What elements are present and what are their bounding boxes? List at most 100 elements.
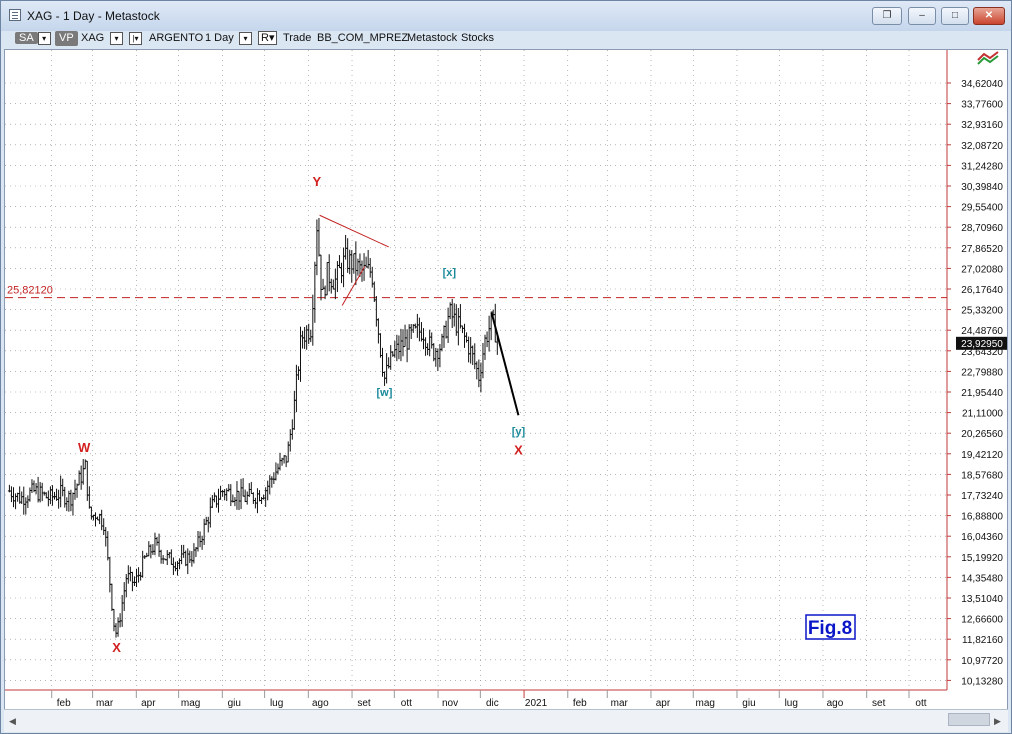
date-tick-label: mag — [181, 698, 200, 709]
ohlc-bar — [258, 490, 262, 502]
ohlc-bar — [57, 489, 61, 509]
ohlc-bar — [391, 351, 395, 357]
ohlc-bar — [354, 241, 358, 286]
ohlc-bar — [454, 304, 458, 336]
price-chart-area[interactable]: 34,62040 33,77600 32,93160 32,08720 31,24280… — [4, 49, 1008, 715]
ohlc-bar — [217, 488, 221, 513]
price-tick-label: 13,51040 — [961, 594, 1003, 605]
ohlc-bar — [28, 487, 32, 502]
wave-labels: W X Y [w] [x] [y] X — [78, 174, 525, 655]
projection-line — [490, 312, 520, 416]
ohlc-bar — [422, 328, 426, 350]
ohlc-bar — [340, 262, 344, 284]
wave-label: [x] — [443, 267, 457, 279]
date-tick-label: ott — [401, 698, 412, 709]
trade-label[interactable]: Trade — [283, 32, 312, 44]
ohlc-bar — [192, 543, 196, 564]
ohlc-bar — [165, 550, 169, 566]
ohlc-bar — [385, 353, 389, 384]
ohlc-bar — [106, 531, 110, 561]
ohlc-bar — [202, 518, 206, 545]
ohlc-bar — [122, 582, 126, 611]
ohlc-bar — [130, 571, 134, 592]
ohlc-bar — [378, 333, 382, 358]
ohlc-bar — [30, 479, 34, 493]
ohlc-bar — [20, 491, 24, 504]
scroll-thumb[interactable] — [948, 713, 990, 726]
ohlc-bar — [370, 266, 374, 288]
ohlc-bar — [352, 253, 356, 274]
ohlc-bar — [235, 481, 239, 510]
ohlc-bar — [415, 313, 419, 338]
date-tick-label: set — [357, 698, 371, 709]
period-label: 1 Day — [205, 32, 234, 44]
ohlc-bar — [278, 452, 282, 471]
horizontal-scrollbar[interactable]: ◀ ▶ — [4, 709, 1008, 732]
ohlc-bar — [290, 419, 294, 440]
ohlc-bar — [294, 364, 298, 413]
ohlc-bar — [442, 325, 446, 348]
ohlc-bar — [268, 475, 272, 495]
restore-layout-button[interactable]: ❐ — [872, 7, 902, 25]
ohlc-bar — [75, 483, 79, 498]
ohlc-bar — [372, 281, 376, 302]
scroll-left-icon[interactable]: ◀ — [9, 716, 16, 726]
ohlc-bar — [53, 491, 57, 500]
ohlc-bar — [475, 361, 479, 380]
ohlc-bar — [327, 254, 331, 292]
price-tick-label: 24,48760 — [961, 326, 1003, 337]
date-tick-label: mar — [611, 698, 629, 709]
ohlc-bar — [63, 486, 67, 508]
sa-dropdown-icon[interactable]: ▾ — [37, 31, 51, 45]
symbol-dropdown[interactable]: ▾ — [110, 31, 123, 46]
ohlc-bar — [38, 482, 42, 503]
ohlc-bar — [424, 337, 428, 356]
ohlc-bar — [36, 476, 40, 503]
ohlc-bar — [331, 279, 335, 290]
ohlc-bar — [178, 558, 182, 570]
period-dropdown[interactable]: ▾ — [239, 31, 252, 46]
triangle-line — [319, 214, 389, 248]
ohlc-bar — [444, 320, 448, 339]
ohlc-bar — [405, 329, 409, 363]
ohlc-bar — [368, 258, 372, 278]
ohlc-bar — [81, 459, 85, 485]
close-button[interactable]: ✕ — [973, 7, 1005, 25]
date-tick-label: set — [872, 698, 886, 709]
date-tick-label: mar — [96, 698, 114, 709]
price-tick-label: 10,13280 — [961, 676, 1003, 687]
price-tick-label: 29,55400 — [961, 203, 1003, 214]
scroll-right-icon[interactable]: ▶ — [994, 716, 1001, 726]
ohlc-bar — [272, 472, 276, 485]
sa-button[interactable]: SA ▾ — [15, 31, 51, 46]
ohlc-bar — [323, 285, 327, 300]
ohlc-bar — [346, 238, 350, 273]
ohlc-bar — [69, 489, 73, 512]
ohlc-bar — [274, 462, 278, 481]
indicator-dropdown[interactable]: |▾ — [129, 31, 142, 46]
security-name: ARGENTO — [149, 32, 204, 44]
ohlc-bar — [348, 249, 352, 275]
minimize-button[interactable]: – — [908, 7, 936, 25]
vp-button[interactable]: VP — [55, 31, 78, 46]
ohlc-bar — [79, 465, 83, 490]
ohlc-bar — [413, 323, 417, 329]
window-title: XAG - 1 Day - Metastock — [27, 9, 160, 23]
ohlc-bar — [200, 535, 204, 550]
price-chart[interactable]: 34,62040 33,77600 32,93160 32,08720 31,24280… — [5, 50, 1008, 714]
price-tick-label: 32,08720 — [961, 141, 1003, 152]
price-tick-label: 19,42120 — [961, 450, 1003, 461]
ohlc-bar — [286, 441, 290, 463]
r-dropdown[interactable]: R▾ — [258, 31, 278, 46]
maximize-button[interactable]: □ — [941, 7, 969, 25]
price-tick-label: 23,64320 — [961, 347, 1003, 358]
ohlc-bar — [108, 557, 112, 593]
wave-label: W — [78, 440, 91, 455]
wave-label: [y] — [512, 426, 526, 438]
price-tick-label: 17,73240 — [961, 491, 1003, 502]
ohlc-bar — [186, 548, 190, 575]
ohlc-bar — [94, 512, 98, 527]
price-tick-label: 28,70960 — [961, 223, 1003, 234]
indicator-icon: |▾ — [129, 31, 142, 45]
ohlc-bar — [458, 304, 462, 329]
